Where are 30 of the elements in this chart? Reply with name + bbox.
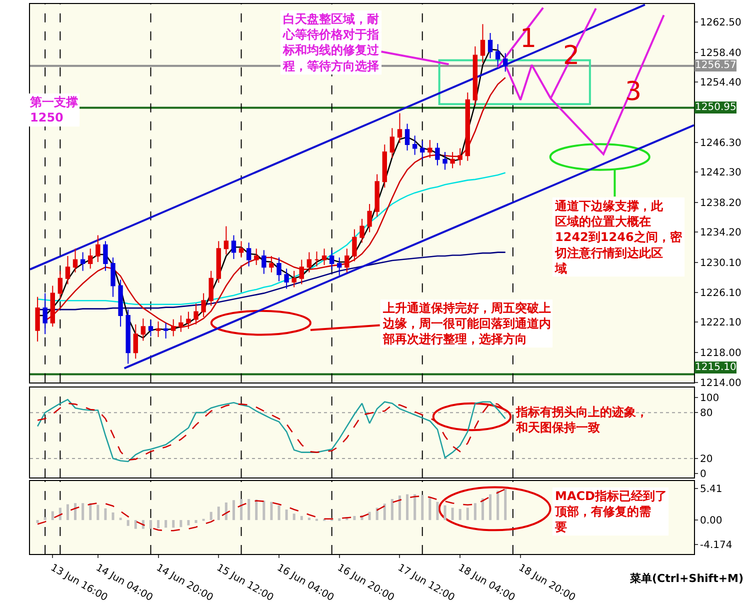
annotation: 白天盘整区域，耐心等待价格对于指标和均线的修复过程，等待方向选择 (282, 12, 380, 73)
y-tick-label: 1218.00 (700, 348, 742, 360)
y-tick-label: 1222.10 (700, 318, 742, 329)
y-tick-label: 1214.00 (700, 378, 742, 389)
y-tick-label: 1258.40 (700, 48, 742, 59)
y-tick-label: 1262.50 (700, 17, 742, 28)
annotation: 指标有拐头向上的迹象，和天图保持一致 (515, 405, 648, 435)
ref-line-label: 1250.95 (695, 102, 736, 113)
y-tick-label: 1242.30 (700, 168, 742, 179)
y-tick-label: 1230.10 (700, 258, 742, 270)
annotation: 第一支撑 1250 (29, 95, 78, 125)
annotation: MACD指标已经到了顶部，有修复的需要 (554, 489, 667, 534)
annotation: 上升通道保持完好，周五突破上边缘，周一很可能回落到通道内部再次进行整理，选择方向 (382, 301, 551, 346)
y-tick-label: 1246.30 (700, 138, 742, 149)
annotation: 1 (520, 24, 537, 54)
y-tick-label: 0.00 (700, 516, 722, 527)
y-tick-label: 1226.10 (700, 288, 742, 299)
y-tick-label: 100 (700, 392, 720, 404)
y-tick-label: 0 (700, 469, 706, 480)
ref-line-label: 1256.57 (695, 60, 736, 71)
y-tick-label: -4.174 (700, 540, 732, 551)
y-tick-label: 1234.20 (700, 228, 742, 239)
y-tick-label: 1238.20 (700, 198, 742, 209)
ref-line-label: 1215.10 (695, 362, 736, 373)
text: 菜单(Ctrl+Shift+M) (629, 572, 744, 585)
y-tick-label: 5.41 (700, 484, 722, 495)
y-tick-label: 20 (700, 454, 713, 465)
annotation: 通道下边缘支撑，此区域的位置大概在1242到1246之间，密切注意行情到达此区域 (554, 199, 683, 276)
y-tick-label: 1254.40 (700, 78, 742, 89)
y-tick-label: 80 (700, 408, 713, 420)
